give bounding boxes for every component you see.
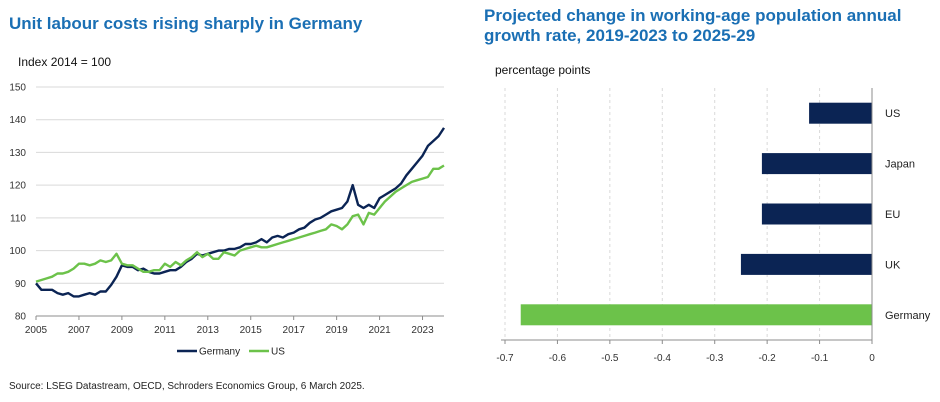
left-x-tick-label: 2005 — [25, 325, 48, 336]
bar-uk — [740, 253, 872, 275]
category-label-uk: UK — [885, 259, 901, 271]
left-x-tick-label: 2009 — [111, 325, 134, 336]
left-x-tick-label: 2023 — [411, 325, 434, 336]
series-line-germany — [35, 127, 446, 298]
series-line-us — [35, 164, 445, 283]
bar-eu — [761, 203, 872, 225]
right-x-tick-label: 0 — [869, 353, 875, 364]
category-label-us: US — [885, 108, 900, 120]
right-x-tick-label: -0.6 — [549, 353, 567, 364]
right-x-tick-label: -0.2 — [759, 353, 777, 364]
left-x-tick-label: 2013 — [197, 325, 220, 336]
left-x-tick-label: 2011 — [154, 325, 176, 336]
left-x-tick-label: 2019 — [326, 325, 349, 336]
left-y-tick-label: 90 — [15, 279, 27, 290]
right-x-tick-label: -0.7 — [496, 353, 514, 364]
left-y-tick-label: 140 — [9, 115, 26, 126]
category-label-japan: Japan — [885, 159, 915, 171]
left-y-tick-label: 100 — [9, 246, 26, 257]
left-y-tick-label: 80 — [15, 312, 27, 323]
left-chart-title: Unit labour costs rising sharply in Germ… — [9, 14, 363, 33]
right-x-tick-label: -0.5 — [601, 353, 619, 364]
category-label-eu: EU — [885, 209, 900, 221]
left-x-tick-label: 2007 — [68, 325, 91, 336]
left-chart-subtitle: Index 2014 = 100 — [18, 55, 112, 69]
left-y-tick-label: 130 — [9, 148, 26, 159]
left-x-tick-label: 2021 — [368, 325, 391, 336]
left-y-tick-label: 110 — [10, 213, 26, 224]
left-y-tick-label: 150 — [9, 83, 26, 94]
right-x-tick-label: -0.4 — [654, 353, 672, 364]
bar-japan — [761, 153, 872, 175]
source-note: Source: LSEG Datastream, OECD, Schroders… — [9, 381, 365, 392]
left-x-tick-label: 2015 — [240, 325, 263, 336]
bar-us — [809, 102, 872, 124]
right-x-tick-label: -0.3 — [706, 353, 724, 364]
category-label-germany: Germany — [885, 310, 931, 322]
right-x-tick-label: -0.1 — [811, 353, 829, 364]
right-chart-title: Projected change in working-age populati… — [484, 6, 902, 45]
right-chart-unit-label: percentage points — [495, 63, 591, 77]
bar-germany — [520, 304, 872, 326]
legend-label-us: US — [271, 347, 285, 358]
left-y-tick-label: 120 — [9, 181, 26, 192]
left-x-tick-label: 2017 — [283, 325, 306, 336]
legend-label-germany: Germany — [199, 347, 240, 358]
